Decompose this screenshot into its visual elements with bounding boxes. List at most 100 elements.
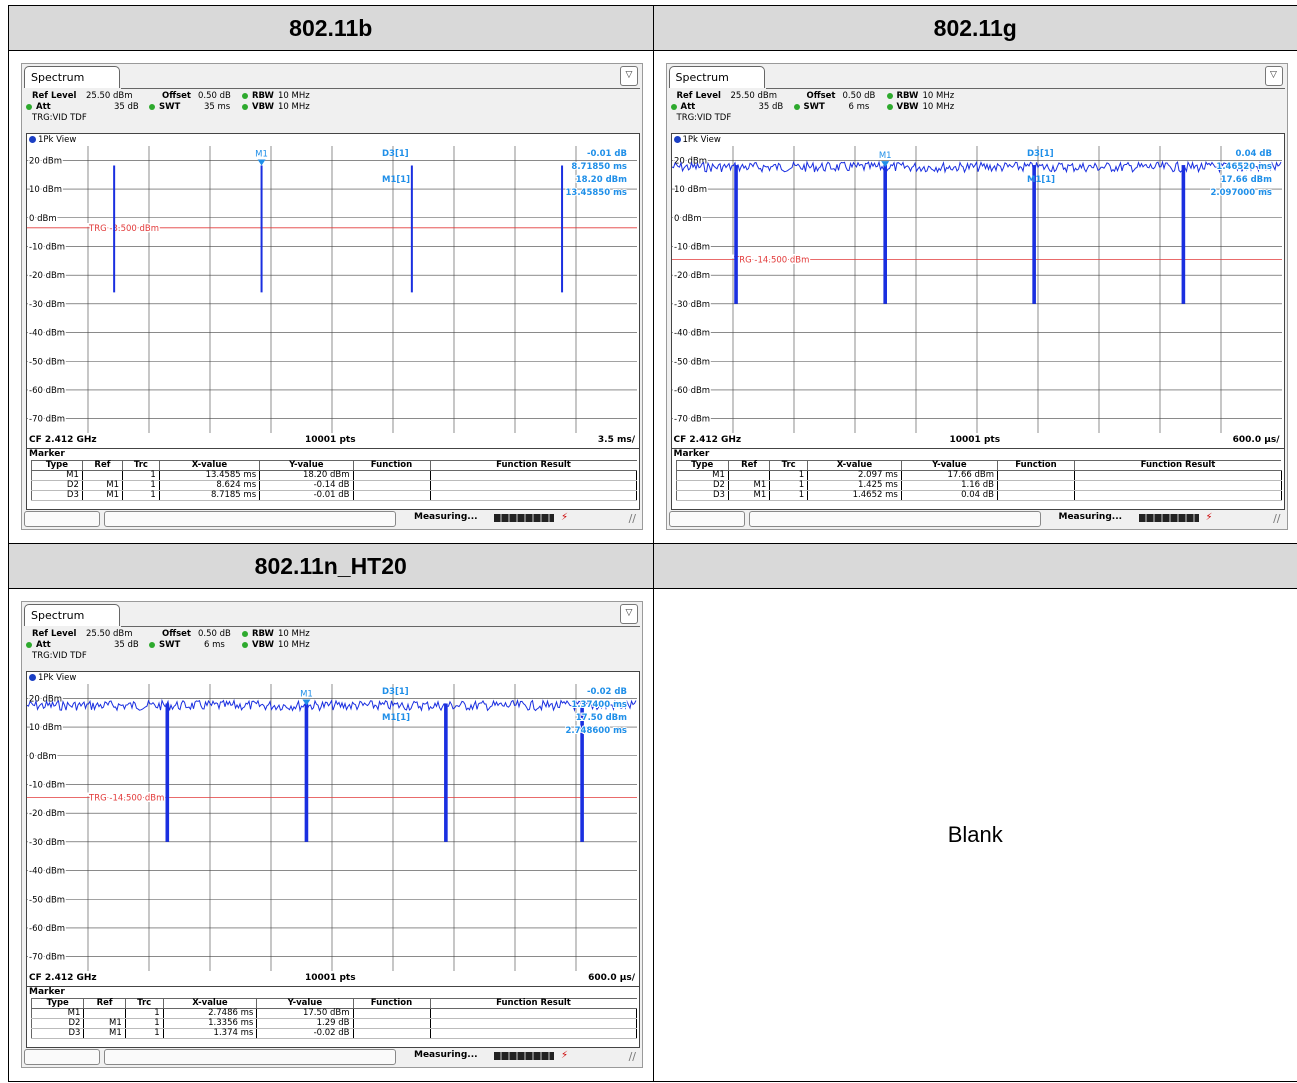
marker-cell	[83, 1008, 126, 1019]
time-per-division: 3.5 ms/	[597, 435, 635, 445]
marker-row[interactable]: D2 M1 1 1.425 ms 1.16 dB	[675, 480, 1282, 491]
rbw-value: 10 MHz	[278, 629, 310, 639]
y-tick-label: 0 dBm	[674, 214, 702, 224]
marker-cell: 8.7185 ms	[158, 490, 261, 501]
marker-row[interactable]: D3 M1 1 8.7185 ms -0.01 dB	[31, 490, 637, 501]
tab-spectrum[interactable]: Spectrum	[668, 66, 765, 88]
remote-icon: ⚡	[1205, 512, 1213, 523]
marker-row[interactable]: D2 M1 1 8.624 ms -0.14 dB	[31, 480, 637, 491]
marker-col-header: Type	[30, 998, 84, 1009]
coupled-dot-icon	[242, 641, 248, 648]
marker-col-header: Ref	[83, 998, 126, 1009]
marker-cell: 1.3356 ms	[162, 1018, 258, 1029]
marker-cell: -0.02 dB	[256, 1028, 354, 1039]
menu-icon[interactable]: ▽	[620, 604, 638, 624]
marker-readout-value: 2.097000 ms	[1210, 188, 1272, 198]
marker-row[interactable]: M1 1 2.097 ms 17.66 dBm	[675, 470, 1282, 481]
att-label: Att	[36, 102, 51, 112]
trace-diagram: 1Pk View 20 dBm 10 dBm 0 dBm -10 dBm -20 dBm…	[26, 133, 640, 435]
offset-value: 0.50 dB	[198, 91, 231, 101]
marker-row[interactable]: D2 M1 1 1.3356 ms 1.29 dB	[30, 1018, 637, 1029]
trace-dip	[882, 165, 887, 304]
y-tick-label: 10 dBm	[29, 185, 62, 195]
marker-cell: 0.04 dB	[900, 490, 999, 501]
marker-cell: 8.624 ms	[158, 480, 261, 491]
marker-col-header: Y-value	[256, 998, 353, 1009]
sweep-points: 10001 pts	[305, 973, 356, 983]
status-field-1	[24, 1049, 100, 1065]
marker-cell	[352, 1018, 431, 1029]
y-tick-label: -10 dBm	[29, 780, 65, 790]
marker-col-header: Function Result	[429, 998, 637, 1009]
marker-table: Type Ref Trc X-value Y-value Function Function…	[675, 460, 1282, 501]
att-value: 35 dB	[114, 102, 139, 112]
remote-icon: ⚡	[561, 512, 569, 523]
y-tick-label: -60 dBm	[29, 924, 65, 934]
marker-title: Marker	[29, 449, 65, 459]
marker-m1-triangle	[302, 699, 311, 706]
marker-row[interactable]: M1 1 13.4585 ms 18.20 dBm	[31, 470, 637, 481]
marker-col-header: Trc	[124, 998, 164, 1009]
marker-cell	[997, 470, 1075, 481]
coupled-dot-icon	[886, 103, 893, 110]
marker-cell: M1	[30, 1008, 85, 1019]
resize-grip-icon[interactable]: ∕∕	[1273, 512, 1281, 525]
diagram-footer: CF 2.412 GHz 10001 pts 600.0 µs/	[670, 434, 1285, 449]
trigger-label: TRG -3.500 dBm	[88, 224, 159, 234]
spectrum-window: Spectrum ▽ Ref Level 25.50 dBm Offset 0.…	[21, 601, 643, 1068]
resize-grip-icon[interactable]: ∕∕	[628, 1050, 636, 1063]
cell-80211n-ht20: Spectrum ▽ Ref Level 25.50 dBm Offset 0.…	[8, 588, 654, 1082]
marker-row[interactable]: M1 1 2.7486 ms 17.50 dBm	[30, 1008, 637, 1019]
resize-grip-icon[interactable]: ∕∕	[628, 512, 636, 525]
y-tick-label: -20 dBm	[29, 271, 65, 281]
rbw-label: RBW	[252, 91, 274, 101]
m1-readout-label: M1[1]	[382, 713, 410, 723]
trace-dip	[580, 703, 584, 842]
view-label-text: 1Pk View	[38, 673, 77, 683]
marker-readout-value: 17.66 dBm	[1220, 175, 1271, 185]
marker-col-header: Ref	[81, 460, 123, 471]
marker-cell	[352, 480, 431, 491]
offset-label: Offset	[806, 91, 836, 101]
trace-noise	[27, 698, 637, 713]
tab-spectrum[interactable]: Spectrum	[24, 66, 120, 88]
trigger-setting: TRG:VID TDF	[676, 113, 732, 123]
marker-cell: 2.7486 ms	[162, 1008, 258, 1019]
y-tick-label: -40 dBm	[29, 867, 65, 877]
marker-row[interactable]: D3 M1 1 1.374 ms -0.02 dB	[30, 1028, 637, 1039]
swt-label: SWT	[803, 102, 825, 112]
coupled-dot-icon	[242, 92, 248, 99]
marker-cell: 1	[769, 470, 809, 481]
marker-row[interactable]: D3 M1 1 1.4652 ms 0.04 dB	[675, 490, 1282, 501]
trace-dip	[1031, 165, 1036, 304]
status-field-1	[668, 511, 745, 527]
view-label: 1Pk View	[673, 135, 721, 145]
swt-label: SWT	[159, 102, 181, 112]
trace-plot: 20 dBm 10 dBm 0 dBm -10 dBm -20 dBm -30 dBm -4…	[27, 146, 637, 433]
marker-readout-value: 18.20 dBm	[576, 175, 627, 185]
menu-icon[interactable]: ▽	[620, 66, 638, 86]
marker-col-header: Type	[675, 460, 729, 471]
marker-col-header: Trc	[769, 460, 808, 471]
marker-cell	[81, 470, 123, 481]
marker-cell: D3	[30, 1028, 85, 1039]
marker-cell: 1	[124, 1018, 164, 1029]
marker-cell: M1	[727, 490, 771, 501]
coupled-dot-icon	[242, 630, 248, 637]
marker-cell	[429, 1008, 637, 1019]
marker-col-header: Ref	[727, 460, 770, 471]
marker-cell	[1074, 470, 1282, 481]
marker-cell	[429, 1028, 637, 1039]
ref-level-value: 25.50 dBm	[730, 91, 778, 101]
swt-value: 6 ms	[848, 102, 870, 112]
trace-dip	[165, 703, 170, 842]
marker-col-header: Function Result	[1074, 460, 1281, 471]
marker-cell: 1	[121, 490, 160, 501]
menu-icon[interactable]: ▽	[1264, 66, 1283, 86]
tab-spectrum[interactable]: Spectrum	[24, 604, 120, 626]
trace-dot-icon	[673, 136, 681, 143]
status-field-1	[24, 511, 100, 527]
marker-title: Marker	[673, 449, 710, 459]
time-per-division: 600.0 µs/	[1232, 435, 1280, 445]
y-tick-label: -40 dBm	[29, 329, 65, 339]
